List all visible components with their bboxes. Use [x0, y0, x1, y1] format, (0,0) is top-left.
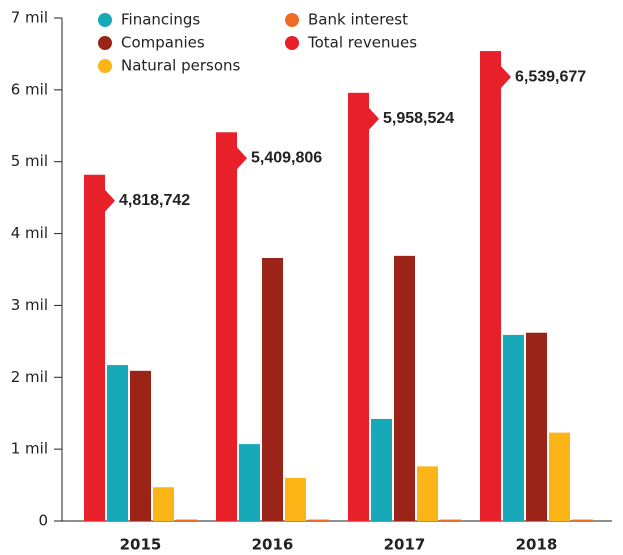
- legend-label: Natural persons: [121, 57, 241, 75]
- y-tick-label: 2 mil: [11, 368, 48, 386]
- legend-marker: [285, 13, 299, 27]
- y-tick-label: 4 mil: [11, 224, 48, 242]
- callout-notch: [500, 65, 511, 90]
- bar: [176, 519, 197, 521]
- callout-notch: [236, 146, 247, 171]
- legend-label: Total revenues: [307, 34, 417, 52]
- legend-label: Companies: [121, 34, 205, 52]
- value-label: 5,409,806: [251, 149, 322, 166]
- y-tick-label: 3 mil: [11, 296, 48, 314]
- y-tick-label: 6 mil: [11, 80, 48, 98]
- bar: [216, 132, 237, 522]
- callout-notch: [104, 188, 115, 213]
- bar: [394, 255, 415, 521]
- x-tick-label: 2017: [384, 536, 426, 554]
- bar: [526, 332, 547, 521]
- y-tick-label: 5 mil: [11, 152, 48, 170]
- value-label: 5,958,524: [383, 110, 454, 127]
- bar: [440, 519, 461, 521]
- bar: [285, 477, 306, 521]
- x-tick-label: 2018: [516, 536, 558, 554]
- legend-marker: [98, 59, 112, 73]
- bar: [130, 370, 151, 521]
- value-label: 6,539,677: [515, 68, 586, 85]
- callout-notch: [368, 106, 379, 131]
- bar: [348, 92, 369, 521]
- x-tick-label: 2016: [252, 536, 294, 554]
- bar: [84, 174, 105, 522]
- bar: [153, 487, 174, 521]
- legend-marker: [285, 36, 299, 50]
- bar: [417, 466, 438, 521]
- value-label: 4,818,742: [119, 192, 190, 209]
- y-tick-label: 7 mil: [11, 9, 48, 27]
- y-tick-label: 1 mil: [11, 440, 48, 458]
- y-tick-label: 0: [38, 512, 48, 530]
- legend-marker: [98, 36, 112, 50]
- bar: [480, 51, 501, 522]
- bar: [549, 432, 570, 521]
- bar: [262, 258, 283, 521]
- bar: [371, 418, 392, 521]
- bar: [503, 334, 524, 521]
- legend-label: Bank interest: [308, 11, 408, 29]
- bar: [107, 365, 128, 521]
- bar: [572, 519, 593, 521]
- legend-label: Financings: [121, 11, 200, 29]
- x-tick-label: 2015: [120, 536, 162, 554]
- bar: [308, 519, 329, 521]
- legend-marker: [98, 13, 112, 27]
- bar: [239, 444, 260, 521]
